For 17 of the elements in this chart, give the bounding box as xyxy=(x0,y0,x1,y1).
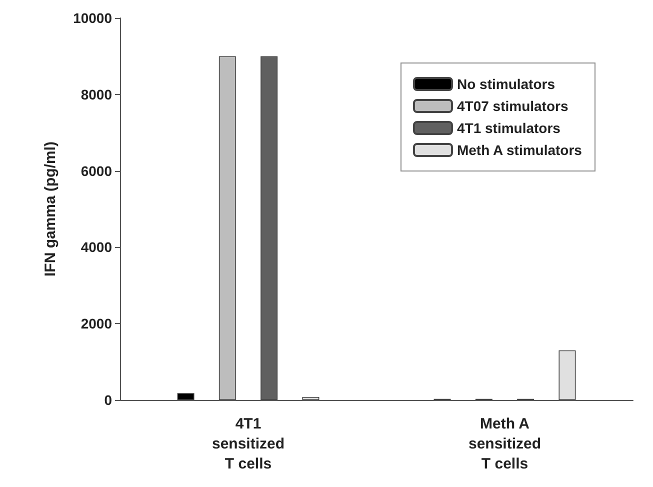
y-tick-label: 4000 xyxy=(80,239,112,256)
legend-label: No stimulators xyxy=(456,76,556,92)
x-tick-label: 4T1 sensitized T cells xyxy=(212,416,285,472)
bar xyxy=(218,56,236,400)
y-tick-label: 8000 xyxy=(80,86,112,102)
y-tick-label: 6000 xyxy=(80,162,112,179)
x-tick-label: Meth A sensitized T cells xyxy=(468,416,542,472)
y-tick-label: 10000 xyxy=(73,10,112,26)
y-tick-label: 2000 xyxy=(80,316,112,332)
legend-label: Meth A stimulators xyxy=(456,142,582,158)
legend-label: 4T1 stimulators xyxy=(456,120,561,136)
y-axis-title: IFN gamma (pg/ml) xyxy=(42,141,59,277)
bar xyxy=(177,393,194,400)
y-tick-label: 0 xyxy=(104,392,112,408)
bar xyxy=(302,396,320,400)
legend-label: 4T07 stimulators xyxy=(456,98,568,114)
bar xyxy=(558,350,576,400)
